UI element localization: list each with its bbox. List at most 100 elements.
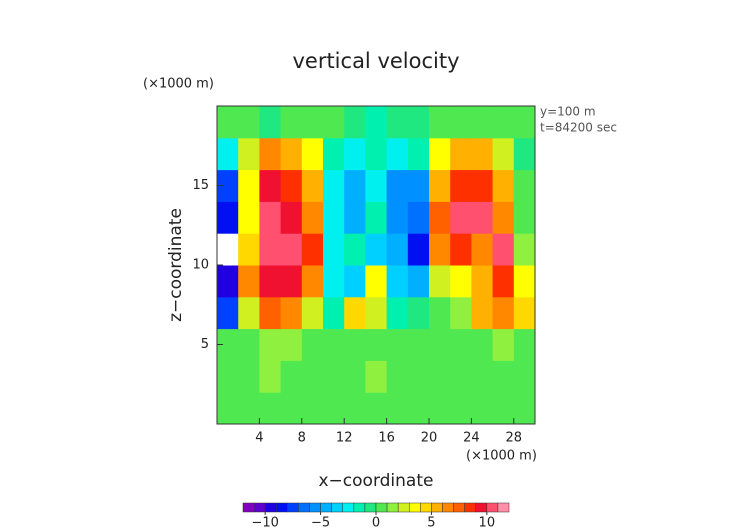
field-cell xyxy=(301,233,324,266)
field-cell xyxy=(429,360,451,393)
field-cell xyxy=(513,296,536,330)
field-cell xyxy=(301,137,324,171)
field-cell xyxy=(429,137,451,171)
field-cell xyxy=(492,265,515,298)
field-cell xyxy=(301,392,324,425)
field-cell xyxy=(492,137,515,171)
field-cell xyxy=(492,169,515,202)
x-tick-label: 12 xyxy=(336,431,353,446)
field-cell xyxy=(217,296,239,330)
field-cell xyxy=(365,106,388,139)
field-cell xyxy=(492,360,515,393)
field-cell xyxy=(259,233,282,266)
field-cell xyxy=(323,392,345,425)
x-tick-label: 16 xyxy=(378,431,395,446)
field-cell xyxy=(407,233,430,266)
colorbar-swatch xyxy=(464,502,476,513)
x-tick-label: 4 xyxy=(255,431,263,446)
field-cell xyxy=(323,265,345,298)
colorbar-tick-label: −5 xyxy=(311,516,330,531)
field-cell xyxy=(365,169,388,202)
y-tick-label: 10 xyxy=(192,258,209,273)
field-cell xyxy=(450,137,472,171)
field-cell xyxy=(513,360,536,393)
field-cell xyxy=(513,265,536,298)
field-cell xyxy=(217,137,239,171)
field-cell xyxy=(429,265,451,298)
field-cell xyxy=(301,360,324,393)
field-cell xyxy=(513,233,536,266)
colorbar-swatch xyxy=(253,502,266,513)
field-cell xyxy=(344,360,366,393)
field-cell xyxy=(407,328,430,361)
field-cell xyxy=(238,296,260,330)
field-cell xyxy=(259,201,282,234)
field-cell xyxy=(365,392,388,425)
field-cell xyxy=(365,328,388,361)
field-cell xyxy=(238,137,260,171)
field-cell xyxy=(471,328,494,361)
field-cell xyxy=(471,169,494,202)
field-cell xyxy=(450,233,472,266)
x-tick-label: 24 xyxy=(463,431,480,446)
colorbar-swatch xyxy=(276,502,288,513)
field-cell xyxy=(280,233,303,266)
field-cell xyxy=(344,265,366,298)
field-cell xyxy=(323,201,345,234)
y-axis-label: z−coordinate xyxy=(166,208,186,322)
field-cell xyxy=(217,169,239,202)
field-cell xyxy=(280,265,303,298)
colorbar-swatch xyxy=(342,502,355,513)
field-cell xyxy=(492,392,515,425)
colorbar-swatch xyxy=(320,502,332,513)
field-cell xyxy=(471,106,494,139)
colorbar-swatch xyxy=(386,502,399,513)
field-cell xyxy=(407,296,430,330)
field-cell xyxy=(301,169,324,202)
field-cell xyxy=(344,328,366,361)
field-cell xyxy=(407,201,430,234)
field-cell xyxy=(344,106,366,139)
field-cell xyxy=(301,106,324,139)
field-cell xyxy=(344,296,366,330)
x-tick-label: 28 xyxy=(506,431,523,446)
field-cell xyxy=(365,201,388,234)
field-cell xyxy=(513,169,536,202)
field-cell xyxy=(492,328,515,361)
field-cell xyxy=(429,106,451,139)
field-cell xyxy=(238,201,260,234)
field-cell xyxy=(471,233,494,266)
colorbar-swatch xyxy=(331,502,343,513)
field-cell xyxy=(450,392,472,425)
field-cell xyxy=(429,328,451,361)
field-cell xyxy=(280,169,303,202)
colorbar-tick-label: 5 xyxy=(427,516,435,531)
field-cell xyxy=(259,328,282,361)
field-cell xyxy=(301,201,324,234)
colorbar-swatch xyxy=(309,502,321,513)
field-cell xyxy=(407,169,430,202)
field-cell xyxy=(407,137,430,171)
colorbar-swatch xyxy=(298,502,310,513)
subtitle: y=100 m xyxy=(540,105,596,119)
colorbar-swatch xyxy=(420,502,432,513)
field-cell xyxy=(365,137,388,171)
colorbar-swatch xyxy=(486,502,499,513)
field-cell xyxy=(471,201,494,234)
field-cell xyxy=(450,328,472,361)
field-cell xyxy=(365,233,388,266)
field-cell xyxy=(259,106,282,139)
field-cell xyxy=(217,201,239,234)
field-cell xyxy=(365,265,388,298)
field-cell xyxy=(407,265,430,298)
field-cell xyxy=(386,328,409,361)
field-cell xyxy=(280,106,303,139)
field-cell xyxy=(450,169,472,202)
field-cell xyxy=(429,296,451,330)
field-cell xyxy=(259,360,282,393)
field-cell xyxy=(259,137,282,171)
field-cell xyxy=(407,392,430,425)
field-cell xyxy=(323,169,345,202)
field-cell xyxy=(323,106,345,139)
field-cell xyxy=(301,296,324,330)
